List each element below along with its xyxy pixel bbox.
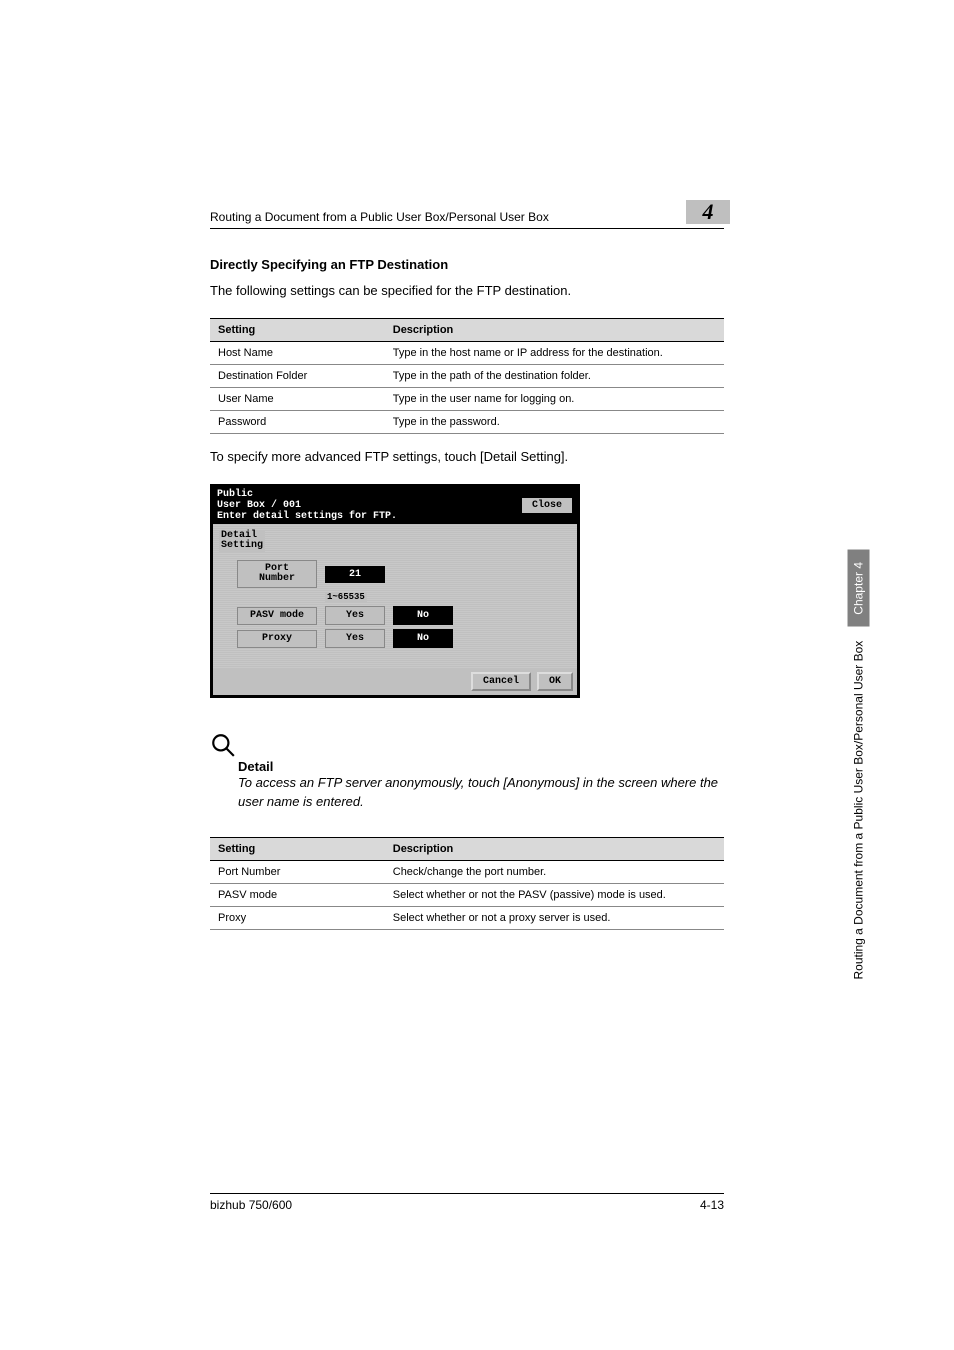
proxy-yes[interactable]: Yes: [325, 629, 385, 648]
port-range: 1~65535: [325, 592, 367, 602]
table-row: Host NameType in the host name or IP add…: [210, 342, 724, 365]
cancel-button[interactable]: Cancel: [471, 672, 531, 691]
proxy-label: Proxy: [237, 630, 317, 648]
pasv-no[interactable]: No: [393, 606, 453, 625]
table-row: PasswordType in the password.: [210, 411, 724, 434]
close-button[interactable]: Close: [521, 497, 573, 514]
settings-table-1: Setting Description Host NameType in the…: [210, 318, 724, 434]
section-intro: The following settings can be specified …: [210, 282, 724, 300]
chapter-number: 4: [686, 200, 730, 224]
breadcrumb: Routing a Document from a Public User Bo…: [210, 210, 549, 224]
port-number-value[interactable]: 21: [325, 566, 385, 583]
detail-body: To access an FTP server anonymously, tou…: [238, 774, 724, 810]
pasv-yes[interactable]: Yes: [325, 606, 385, 625]
port-number-label: Port Number: [237, 560, 317, 588]
table1-h0: Setting: [210, 319, 385, 342]
table-row: Port NumberCheck/change the port number.: [210, 860, 724, 883]
detail-heading: Detail: [238, 759, 724, 774]
table1-h1: Description: [385, 319, 724, 342]
footer-left: bizhub 750/600: [210, 1198, 292, 1212]
magnifier-icon: [210, 732, 236, 758]
footer-right: 4-13: [700, 1198, 724, 1212]
side-chapter: Chapter 4: [848, 550, 870, 627]
table-row: User NameType in the user name for loggi…: [210, 388, 724, 411]
panel-header: Public User Box / 001 Enter detail setti…: [213, 487, 577, 524]
settings-table-2: Setting Description Port NumberCheck/cha…: [210, 837, 724, 930]
section-title: Directly Specifying an FTP Destination: [210, 257, 724, 272]
after-table1: To specify more advanced FTP settings, t…: [210, 448, 724, 466]
ok-button[interactable]: OK: [537, 672, 573, 691]
detail-setting-label: Detail Setting: [219, 530, 265, 552]
ftp-detail-panel: Public User Box / 001 Enter detail setti…: [210, 484, 580, 698]
proxy-no[interactable]: No: [393, 629, 453, 648]
side-text: Routing a Document from a Public User Bo…: [848, 550, 870, 980]
table-row: PASV modeSelect whether or not the PASV …: [210, 883, 724, 906]
table-row: Destination FolderType in the path of th…: [210, 365, 724, 388]
table2-h1: Description: [385, 837, 724, 860]
pasv-label: PASV mode: [237, 607, 317, 625]
table-row: ProxySelect whether or not a proxy serve…: [210, 906, 724, 929]
table2-h0: Setting: [210, 837, 385, 860]
header-line: Routing a Document from a Public User Bo…: [210, 200, 724, 229]
footer: bizhub 750/600 4-13: [210, 1193, 724, 1212]
